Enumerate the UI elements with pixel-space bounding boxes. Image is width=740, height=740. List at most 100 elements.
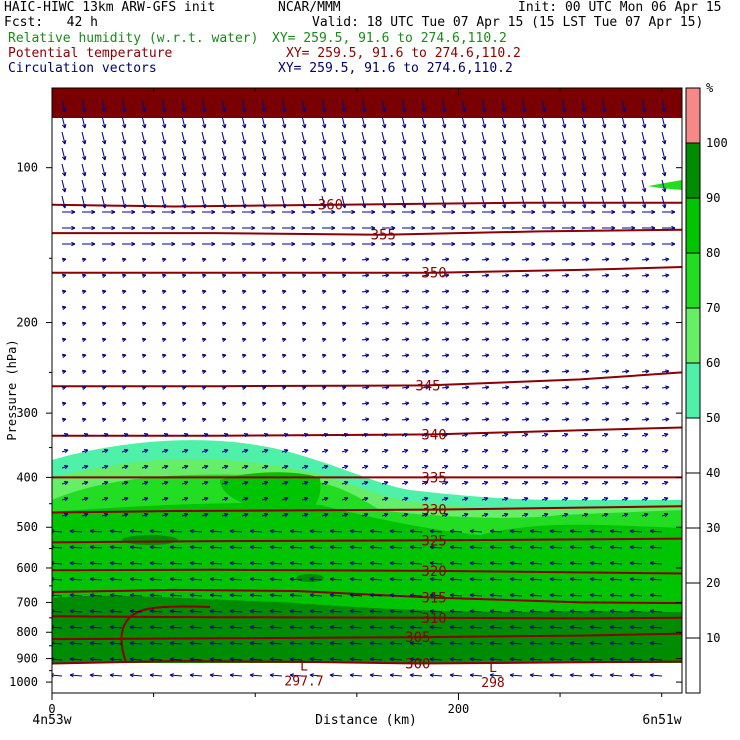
vector-shaft bbox=[361, 274, 370, 277]
vector-arrow bbox=[309, 529, 323, 534]
vector-shaft bbox=[561, 370, 570, 373]
vector-head bbox=[549, 561, 554, 566]
vector-arrow bbox=[269, 529, 283, 534]
vector-arrow bbox=[581, 115, 587, 129]
vector-arrow bbox=[581, 401, 590, 406]
vector-shaft bbox=[441, 99, 446, 113]
vector-head bbox=[202, 171, 207, 177]
theta-contour-310 bbox=[52, 615, 682, 620]
vector-head bbox=[371, 209, 376, 215]
vector-head bbox=[321, 353, 327, 358]
vector-head bbox=[589, 641, 594, 646]
vector-shaft bbox=[501, 402, 510, 405]
vector-head bbox=[609, 609, 614, 614]
vector-shaft bbox=[121, 131, 126, 145]
vector-shaft bbox=[229, 674, 243, 677]
vector-head bbox=[625, 289, 630, 294]
vector-shaft bbox=[309, 594, 323, 597]
vector-arrow bbox=[169, 561, 183, 566]
vector-head bbox=[131, 209, 136, 215]
vector-arrow bbox=[389, 545, 403, 550]
vector-shaft bbox=[509, 610, 523, 613]
vector-shaft bbox=[309, 658, 323, 661]
vector-head bbox=[443, 513, 449, 518]
vector-arrow bbox=[102, 225, 116, 231]
vector-arrow bbox=[52, 577, 63, 582]
vector-head bbox=[469, 625, 474, 630]
vector-head bbox=[52, 593, 54, 598]
vector-head bbox=[385, 337, 390, 342]
vector-arrow bbox=[62, 225, 76, 231]
vector-arrow bbox=[201, 289, 207, 294]
vector-head bbox=[91, 241, 96, 247]
vector-head bbox=[163, 465, 169, 470]
theta-contour-330 bbox=[52, 505, 682, 514]
vector-arrow bbox=[81, 433, 89, 438]
vector-shaft bbox=[241, 147, 246, 161]
vector-shaft bbox=[89, 610, 103, 613]
vector-arrow bbox=[589, 593, 603, 598]
vector-head bbox=[625, 385, 630, 390]
vector-head bbox=[665, 417, 670, 422]
vector-shaft bbox=[361, 258, 370, 261]
vector-arrow bbox=[442, 225, 456, 231]
vector-shaft bbox=[489, 562, 503, 565]
vector-head bbox=[82, 107, 87, 113]
vector-head bbox=[662, 203, 667, 209]
vector-arrow bbox=[409, 657, 423, 662]
vector-head bbox=[309, 561, 314, 566]
vector-head bbox=[69, 609, 74, 614]
vector-head bbox=[382, 187, 387, 193]
vector-arrow bbox=[222, 241, 236, 247]
vector-shaft bbox=[329, 642, 343, 645]
vector-shaft bbox=[361, 370, 370, 373]
vector-arrow bbox=[481, 449, 489, 454]
vector-arrow bbox=[102, 209, 116, 215]
vector-head bbox=[629, 577, 634, 582]
vector-arrow bbox=[581, 497, 589, 502]
vector-arrow bbox=[281, 369, 287, 374]
vector-head bbox=[389, 673, 394, 678]
vector-head bbox=[645, 369, 650, 374]
vector-head bbox=[241, 321, 247, 326]
vector-arrow bbox=[209, 561, 223, 566]
vector-shaft bbox=[589, 610, 603, 613]
vector-head bbox=[261, 321, 267, 326]
vector-arrow bbox=[621, 353, 630, 358]
vector-head bbox=[329, 529, 334, 534]
vector-shaft bbox=[649, 578, 663, 581]
vector-arrow bbox=[549, 673, 563, 678]
vector-arrow bbox=[481, 257, 490, 262]
vector-arrow bbox=[241, 273, 247, 278]
vector-arrow bbox=[142, 241, 156, 247]
vector-arrow bbox=[269, 625, 283, 630]
vector-head bbox=[605, 401, 610, 406]
vector-head bbox=[221, 337, 227, 342]
vector-head bbox=[509, 625, 514, 630]
vector-head bbox=[242, 155, 247, 161]
vector-head bbox=[463, 513, 469, 518]
vector-head bbox=[289, 593, 294, 598]
vector-arrow bbox=[52, 609, 63, 614]
vector-shaft bbox=[461, 290, 470, 293]
vector-arrow bbox=[369, 673, 383, 678]
vector-arrow bbox=[609, 657, 623, 662]
vector-head bbox=[142, 203, 147, 209]
vector-shaft bbox=[441, 290, 450, 293]
vector-shaft bbox=[469, 562, 483, 565]
vector-shaft bbox=[221, 99, 226, 113]
vector-shaft bbox=[601, 322, 610, 325]
vector-arrow bbox=[409, 577, 423, 582]
vector-arrow bbox=[282, 209, 296, 215]
vector-arrow bbox=[61, 417, 67, 422]
vector-arrow bbox=[221, 115, 227, 129]
vector-head bbox=[289, 529, 294, 534]
vector-arrow bbox=[561, 131, 567, 145]
vector-arrow bbox=[481, 401, 490, 406]
vector-head bbox=[52, 609, 54, 614]
vector-head bbox=[423, 433, 429, 438]
vector-arrow bbox=[621, 337, 630, 342]
vector-arrow bbox=[201, 337, 207, 342]
vector-shaft bbox=[589, 546, 603, 549]
vector-shaft bbox=[69, 578, 83, 581]
